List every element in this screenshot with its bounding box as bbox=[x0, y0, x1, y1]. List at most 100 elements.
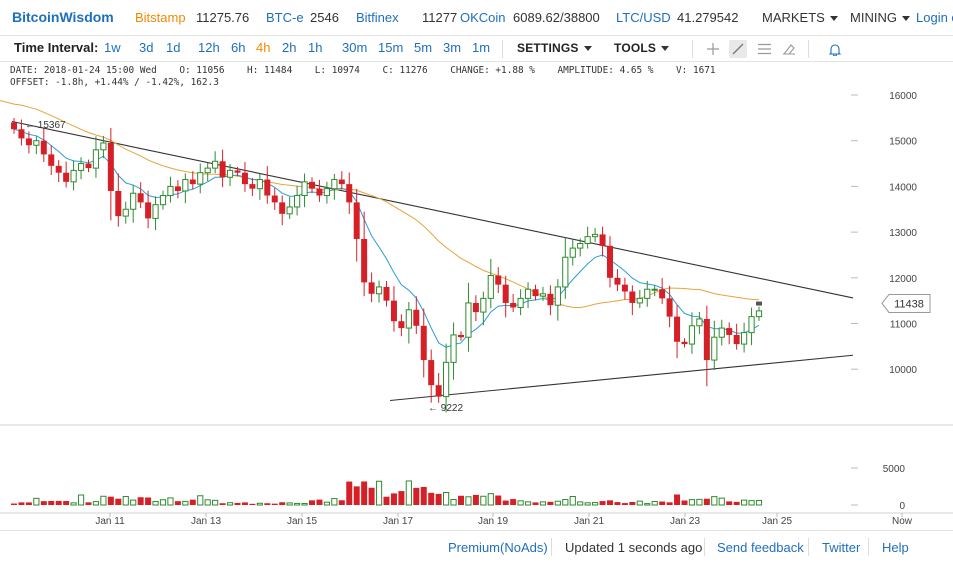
candle[interactable] bbox=[219, 149, 226, 188]
candle[interactable] bbox=[435, 373, 442, 403]
candle[interactable] bbox=[279, 195, 286, 226]
candle[interactable] bbox=[539, 286, 547, 302]
candle[interactable] bbox=[621, 277, 628, 300]
crosshair-icon[interactable] bbox=[704, 40, 722, 58]
ticker-bitfinex-name[interactable]: Bitfinex bbox=[356, 10, 399, 25]
candle[interactable] bbox=[681, 338, 688, 348]
ticker-bitstamp-name[interactable]: Bitstamp bbox=[135, 10, 186, 25]
candle[interactable] bbox=[77, 157, 85, 180]
candle[interactable] bbox=[85, 159, 92, 173]
candle[interactable] bbox=[532, 284, 539, 301]
candle[interactable] bbox=[249, 177, 256, 196]
candle[interactable] bbox=[48, 145, 55, 176]
candle[interactable] bbox=[212, 151, 219, 174]
candle[interactable] bbox=[666, 285, 673, 328]
candle[interactable] bbox=[137, 182, 144, 209]
candle[interactable] bbox=[368, 272, 375, 303]
candle[interactable] bbox=[11, 117, 17, 134]
candle[interactable] bbox=[718, 319, 725, 346]
candle[interactable] bbox=[286, 196, 293, 219]
candle[interactable] bbox=[674, 304, 681, 359]
candle[interactable] bbox=[651, 285, 658, 297]
premium-link[interactable]: Premium(NoAds) bbox=[448, 540, 548, 555]
candle[interactable] bbox=[189, 171, 196, 190]
candle[interactable] bbox=[256, 173, 263, 200]
ticker-okcoin-name[interactable]: OKCoin bbox=[460, 10, 506, 25]
interval-30m[interactable]: 30m bbox=[342, 40, 368, 55]
brand-logo[interactable]: BitcoinWisdom bbox=[12, 9, 114, 25]
candle[interactable] bbox=[130, 185, 137, 223]
candle[interactable] bbox=[659, 278, 666, 304]
send-feedback-link[interactable]: Send feedback bbox=[717, 540, 804, 555]
interval-3d[interactable]: 3d bbox=[139, 40, 154, 55]
interval-1h[interactable]: 1h bbox=[308, 40, 323, 55]
interval-6h[interactable]: 6h bbox=[231, 40, 246, 55]
candle[interactable] bbox=[502, 275, 509, 318]
price-chart[interactable]: 16000 15000 14000 13000 12000 11000 10000 5000… bbox=[0, 62, 953, 530]
candle[interactable] bbox=[614, 269, 621, 291]
candle[interactable] bbox=[562, 237, 569, 299]
lower-trendline[interactable] bbox=[389, 354, 854, 402]
candle[interactable] bbox=[696, 311, 703, 334]
candle[interactable] bbox=[480, 291, 487, 326]
candle[interactable] bbox=[70, 160, 77, 191]
candle[interactable] bbox=[197, 163, 204, 194]
alert-bell-icon[interactable] bbox=[826, 40, 844, 58]
candle[interactable] bbox=[63, 161, 70, 188]
line-tool-icon[interactable] bbox=[729, 40, 747, 58]
candle[interactable] bbox=[510, 293, 517, 313]
candle[interactable] bbox=[33, 136, 40, 155]
interval-1d[interactable]: 1d bbox=[166, 40, 181, 55]
candle[interactable] bbox=[569, 239, 576, 266]
candle[interactable] bbox=[241, 162, 248, 192]
candle[interactable] bbox=[100, 136, 107, 159]
candle[interactable] bbox=[644, 280, 651, 307]
interval-5m[interactable]: 5m bbox=[414, 40, 433, 55]
candle[interactable] bbox=[271, 187, 278, 210]
markets-menu[interactable]: MARKETS bbox=[762, 10, 838, 25]
candle[interactable] bbox=[264, 166, 271, 204]
candle[interactable] bbox=[599, 226, 606, 257]
ticker-btce-name[interactable]: BTC-e bbox=[266, 10, 304, 25]
candle[interactable] bbox=[234, 166, 241, 177]
interval-1w[interactable]: 1w bbox=[104, 40, 121, 55]
candle[interactable] bbox=[547, 285, 554, 316]
candle[interactable] bbox=[204, 163, 211, 182]
candle[interactable] bbox=[607, 236, 613, 288]
candle[interactable] bbox=[733, 323, 740, 350]
upper-trendline[interactable] bbox=[11, 120, 854, 299]
candle[interactable] bbox=[592, 227, 599, 243]
candle[interactable] bbox=[375, 280, 383, 303]
candle[interactable] bbox=[383, 281, 390, 307]
candle[interactable] bbox=[495, 267, 502, 294]
candle[interactable] bbox=[55, 160, 62, 183]
candle[interactable] bbox=[226, 164, 234, 187]
candle[interactable] bbox=[361, 211, 368, 297]
candle[interactable] bbox=[323, 181, 330, 204]
interval-15m[interactable]: 15m bbox=[378, 40, 404, 55]
candle[interactable] bbox=[25, 131, 32, 154]
candle[interactable] bbox=[517, 289, 524, 316]
candle[interactable] bbox=[294, 185, 301, 216]
interval-12h[interactable]: 12h bbox=[198, 40, 220, 55]
candle[interactable] bbox=[688, 312, 696, 354]
candle[interactable] bbox=[458, 331, 464, 341]
candle[interactable] bbox=[726, 322, 733, 345]
candle[interactable] bbox=[703, 305, 710, 387]
settings-menu[interactable]: SETTINGS bbox=[517, 41, 592, 55]
candle[interactable] bbox=[309, 177, 315, 194]
candle[interactable] bbox=[428, 349, 435, 403]
candle[interactable] bbox=[741, 322, 748, 353]
candle[interactable] bbox=[450, 322, 457, 380]
candle[interactable] bbox=[92, 136, 100, 178]
candle[interactable] bbox=[301, 173, 308, 208]
candle[interactable] bbox=[353, 188, 360, 262]
candle[interactable] bbox=[167, 176, 174, 203]
candle[interactable] bbox=[182, 173, 189, 204]
candle[interactable] bbox=[420, 308, 427, 378]
candle[interactable] bbox=[40, 128, 47, 162]
candle[interactable] bbox=[584, 226, 591, 249]
candle[interactable] bbox=[472, 295, 479, 322]
interval-3m[interactable]: 3m bbox=[443, 40, 462, 55]
help-link[interactable]: Help bbox=[882, 540, 909, 555]
